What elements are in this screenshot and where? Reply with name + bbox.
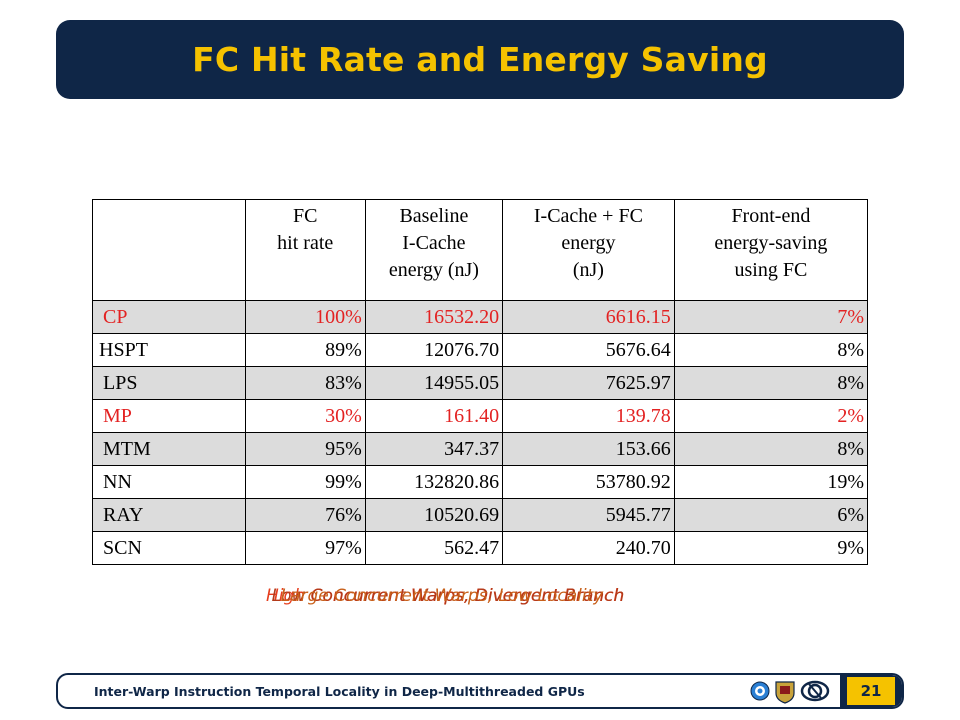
table-cell: 161.40: [364, 399, 504, 433]
table-cell: 100%: [244, 300, 366, 334]
benchmark-name: CP: [92, 300, 246, 334]
header-cell: FC hit rate: [244, 199, 366, 301]
table-cell: 16532.20: [364, 300, 504, 334]
table-cell: 83%: [244, 366, 366, 400]
table-cell: 347.37: [364, 432, 504, 466]
table-row: CP 100% 16532.20 6616.15 7%: [92, 300, 869, 334]
header-cell: Baseline I-Cache energy (nJ): [364, 199, 504, 301]
overlapping-annotation: High Concurrent Warps, Divergent Branch …: [0, 586, 890, 610]
slide-title: FC Hit Rate and Energy Saving: [192, 40, 768, 79]
fc-energy-table: FC hit rate Baseline I-Cache energy (nJ)…: [92, 199, 869, 565]
table-cell: 132820.86: [364, 465, 504, 499]
table-row: MP 30% 161.40 139.78 2%: [92, 399, 869, 433]
table-cell: 153.66: [502, 432, 675, 466]
table-cell: 2%: [673, 399, 869, 433]
page-number: 21: [847, 677, 895, 705]
table-cell: 5676.64: [502, 333, 675, 367]
benchmark-name: RAY: [92, 498, 246, 532]
table-cell: 53780.92: [502, 465, 675, 499]
benchmark-name: NN: [92, 465, 246, 499]
table-cell: 240.70: [502, 531, 675, 565]
annotation-text: Low Concurrent Warps, Divergent Branch: [271, 586, 625, 606]
benchmark-name: MTM: [92, 432, 246, 466]
page-number-box: 21: [840, 675, 902, 707]
header-cell: Front-end energy-saving using FC: [673, 199, 869, 301]
table-cell: 7625.97: [502, 366, 675, 400]
table-cell: 7%: [673, 300, 869, 334]
benchmark-name: HSPT: [92, 333, 246, 367]
table-row: SCN 97% 562.47 240.70 9%: [92, 531, 869, 565]
table-cell: 139.78: [502, 399, 675, 433]
table-cell: 99%: [244, 465, 366, 499]
table-row: HSPT 89% 12076.70 5676.64 8%: [92, 333, 869, 367]
table-row: RAY 76% 10520.69 5945.77 6%: [92, 498, 869, 532]
table-cell: 89%: [244, 333, 366, 367]
header-cell: [92, 199, 246, 301]
university-logo-2-icon: [775, 681, 795, 704]
annotation-text: High Concurrent Warps, Divergent Branch: [265, 586, 625, 606]
header-cell: I-Cache + FC energy (nJ): [502, 199, 675, 301]
table-cell: 9%: [673, 531, 869, 565]
table-cell: 8%: [673, 366, 869, 400]
table-cell: 95%: [244, 432, 366, 466]
table-cell: 19%: [673, 465, 869, 499]
table-cell: 5945.77: [502, 498, 675, 532]
title-bar: FC Hit Rate and Energy Saving: [56, 20, 904, 99]
university-logo-1-icon: [750, 681, 770, 701]
benchmark-name: MP: [92, 399, 246, 433]
table-cell: 14955.05: [364, 366, 504, 400]
benchmark-name: LPS: [92, 366, 246, 400]
table-cell: 6%: [673, 498, 869, 532]
footer-bar: Inter-Warp Instruction Temporal Locality…: [56, 673, 904, 709]
table-cell: 76%: [244, 498, 366, 532]
table-cell: 97%: [244, 531, 366, 565]
table-cell: 562.47: [364, 531, 504, 565]
footer-text: Inter-Warp Instruction Temporal Locality…: [94, 684, 585, 699]
table-cell: 8%: [673, 333, 869, 367]
table-cell: 6616.15: [502, 300, 675, 334]
university-logo-3-icon: [800, 680, 830, 702]
benchmark-name: SCN: [92, 531, 246, 565]
table-cell: 12076.70: [364, 333, 504, 367]
table-header-row: FC hit rate Baseline I-Cache energy (nJ)…: [92, 199, 869, 301]
table-cell: 10520.69: [364, 498, 504, 532]
table-row: MTM 95% 347.37 153.66 8%: [92, 432, 869, 466]
table-row: LPS 83% 14955.05 7625.97 8%: [92, 366, 869, 400]
table-cell: 30%: [244, 399, 366, 433]
table-row: NN 99% 132820.86 53780.92 19%: [92, 465, 869, 499]
table-cell: 8%: [673, 432, 869, 466]
annotation-text: Large Concurrent Warps, Low Locality: [280, 586, 604, 606]
